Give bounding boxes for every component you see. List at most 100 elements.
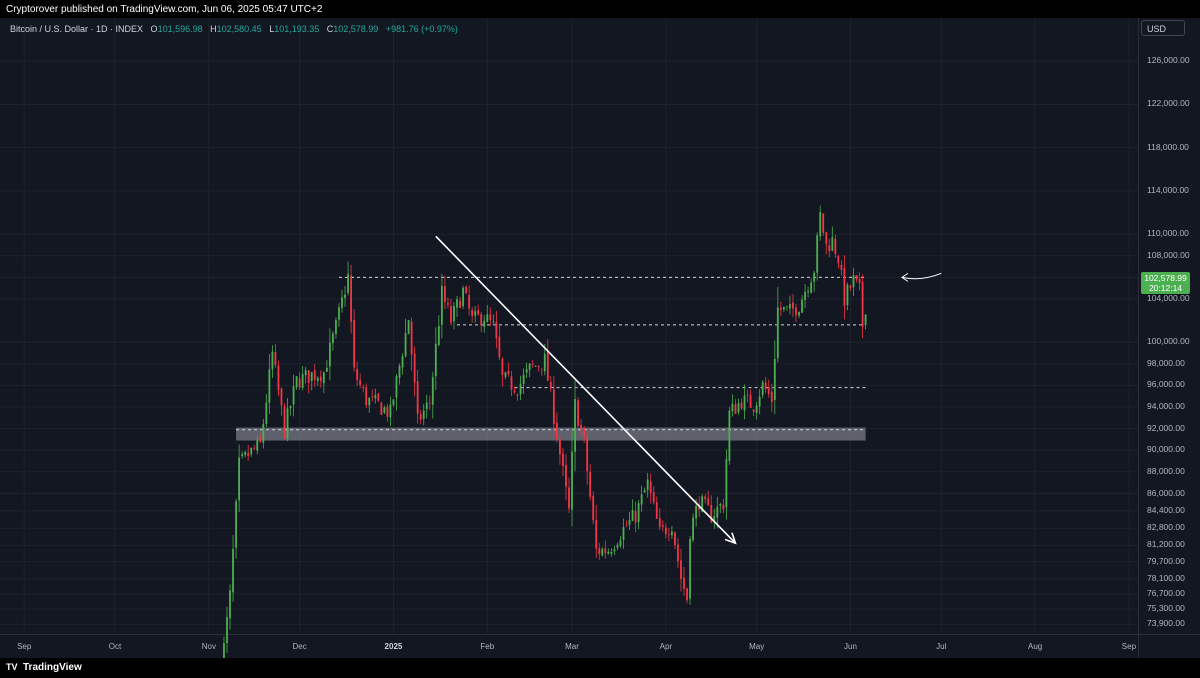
price-axis-label: 126,000.00: [1147, 55, 1190, 66]
candle-down: [583, 428, 586, 438]
candle-up: [401, 356, 404, 368]
candle-down: [686, 588, 688, 601]
candle-up: [646, 479, 649, 491]
candle-up: [425, 402, 428, 410]
candle-down: [313, 370, 316, 380]
price-axis-label: 73,900.00: [1147, 618, 1185, 629]
candle-down: [419, 414, 422, 420]
high-label: H: [210, 24, 217, 34]
high-value: 102,580.45: [216, 24, 262, 34]
candle-up: [223, 643, 225, 658]
candle-up: [695, 506, 698, 519]
price-axis-label: 118,000.00: [1147, 141, 1189, 152]
candle-down: [837, 255, 840, 264]
candle-up: [519, 383, 522, 395]
candle-down: [413, 353, 416, 383]
chart-panel[interactable]: Bitcoin / U.S. Dollar · 1D · INDEX O101,…: [0, 18, 1200, 658]
candle-up: [616, 544, 619, 548]
candle-down: [749, 394, 752, 408]
candle-up: [483, 320, 486, 327]
candle-up: [758, 396, 761, 407]
candle-up: [304, 370, 307, 376]
candle-down: [259, 437, 262, 442]
candle-down: [734, 404, 737, 414]
candle-down: [779, 307, 782, 310]
candle-up: [335, 320, 337, 335]
candle-up: [462, 287, 464, 307]
candle-down: [634, 510, 637, 523]
symbol-legend: Bitcoin / U.S. Dollar · 1D · INDEX O101,…: [10, 24, 458, 34]
symbol-name: Bitcoin / U.S. Dollar · 1D · INDEX: [10, 24, 144, 34]
time-axis-label: Sep: [1121, 642, 1137, 651]
candle-down: [661, 524, 664, 527]
candle-up: [761, 382, 764, 396]
tradingview-logo[interactable]: TV TradingView: [6, 662, 82, 673]
candle-up: [453, 305, 455, 322]
close-label: C: [326, 24, 334, 34]
price-axis-label: 76,700.00: [1147, 588, 1185, 598]
candle-down: [598, 548, 601, 554]
candle-down: [386, 406, 389, 417]
candle-down: [353, 319, 356, 368]
last-price-tag: 102,578.99 20:12:14: [1141, 272, 1190, 294]
candle-down: [546, 352, 549, 381]
time-axis-label: 2025: [384, 642, 403, 651]
candle-down: [683, 577, 685, 589]
candle-up: [619, 540, 622, 547]
downtrend-arrow-head: [724, 532, 737, 545]
candle-down: [707, 498, 710, 506]
candle-up: [301, 374, 304, 388]
candle-down: [828, 245, 831, 251]
price-axis-label: 108,000.00: [1147, 249, 1190, 260]
candle-up: [486, 314, 489, 322]
candle-down: [498, 336, 501, 358]
candle-down: [586, 437, 589, 472]
candle-up: [731, 404, 734, 412]
candle-down: [752, 409, 755, 412]
candle-down: [667, 533, 670, 535]
price-axis-label: 104,000.00: [1147, 292, 1190, 303]
candle-down: [540, 368, 543, 370]
price-axis-label: 90,000.00: [1147, 444, 1185, 455]
price-axis-label: 110,000.00: [1147, 228, 1189, 239]
candle-up: [534, 365, 537, 367]
bar-countdown: 20:12:14: [1148, 283, 1183, 293]
candle-up: [229, 590, 231, 619]
candle-up: [701, 496, 704, 512]
candle-up: [407, 320, 410, 335]
candle-down: [698, 504, 701, 510]
price-axis-label: 86,000.00: [1147, 487, 1185, 498]
candle-up: [389, 404, 392, 418]
candle-down: [283, 405, 286, 438]
candle-down: [350, 275, 352, 322]
time-axis-label: Sep: [17, 642, 32, 651]
candle-up: [628, 519, 631, 525]
candle-up: [637, 503, 640, 523]
candle-down: [658, 518, 661, 527]
candle-up: [789, 304, 791, 309]
candle-down: [465, 287, 468, 293]
candle-up: [271, 351, 274, 370]
pointer-arrow-head: [901, 272, 909, 282]
candle-down: [447, 302, 449, 305]
candle-up: [831, 237, 834, 251]
candle-down: [652, 492, 655, 503]
candle-up: [601, 548, 604, 556]
candle-down: [450, 306, 452, 323]
candle-up: [574, 399, 576, 452]
candle-down: [410, 321, 413, 355]
candle-down: [516, 394, 519, 396]
candle-up: [241, 454, 244, 456]
price-axis-label: 96,000.00: [1147, 379, 1185, 390]
currency-button[interactable]: USD: [1141, 20, 1185, 36]
candle-down: [843, 267, 846, 306]
candle-up: [776, 307, 779, 359]
candle-up: [341, 297, 343, 308]
candle-down: [580, 424, 583, 430]
candle-up: [289, 406, 292, 409]
candle-up: [332, 333, 334, 344]
candlestick-chart[interactable]: [0, 18, 1200, 658]
publisher-bar: Cryptorover published on TradingView.com…: [0, 0, 1200, 18]
candle-up: [607, 551, 610, 554]
candle-up: [440, 285, 443, 325]
